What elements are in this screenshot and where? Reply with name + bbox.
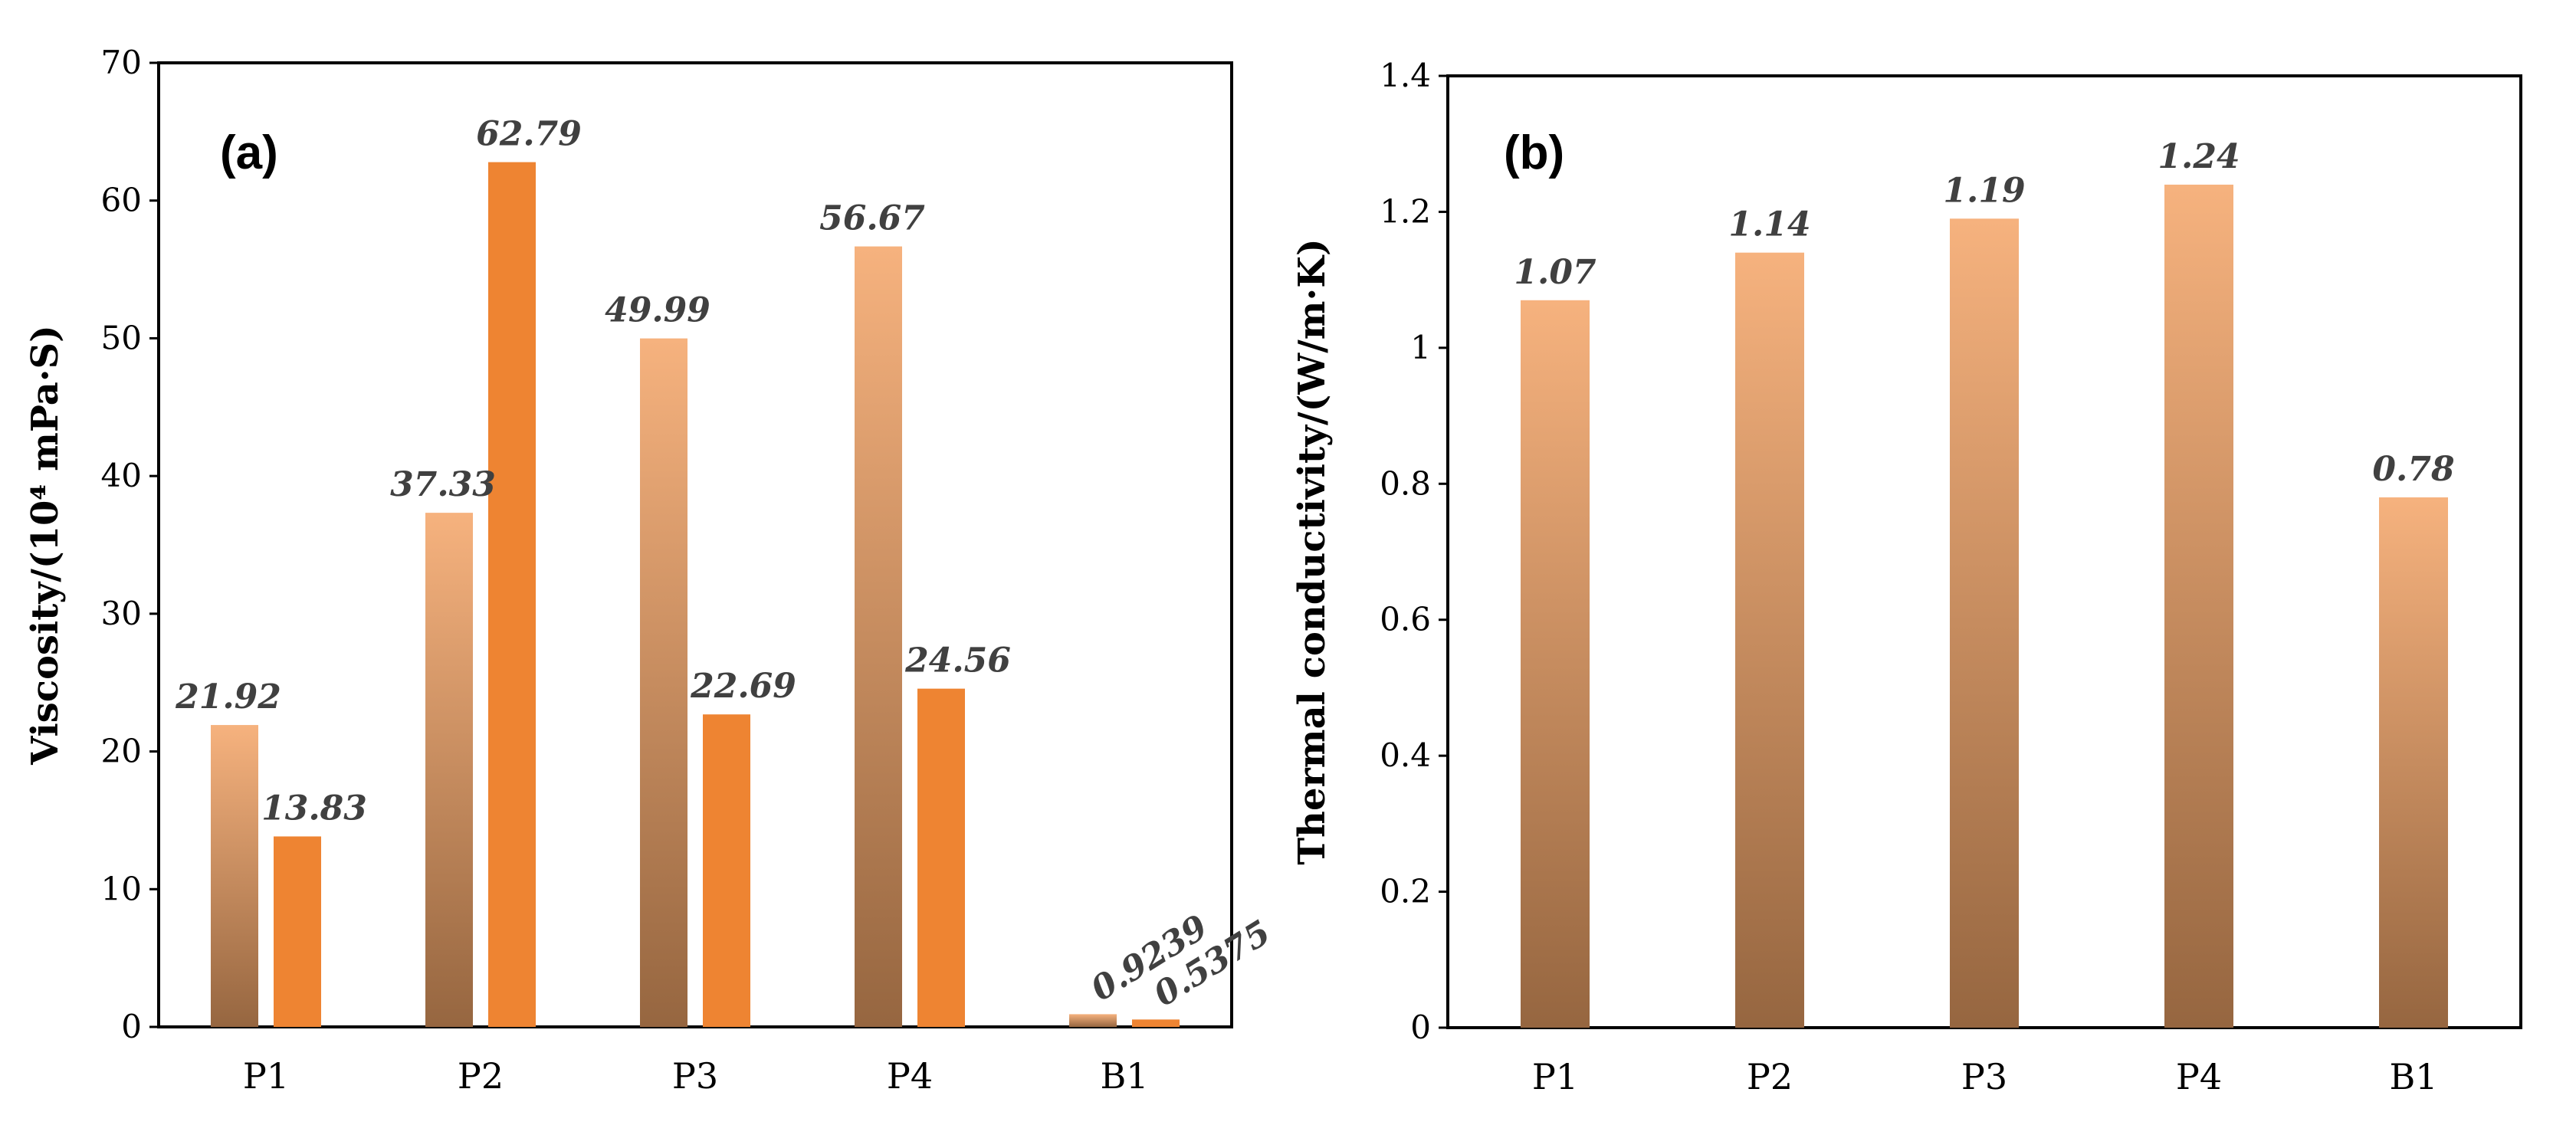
x-axis-categories: P1 P2 P3 P4 B1 <box>243 1055 1149 1097</box>
data-label: 21.92 <box>175 677 281 717</box>
y-tick-label: 0 <box>121 1008 142 1045</box>
bar-series <box>1521 184 2448 1028</box>
data-label: 24.56 <box>904 641 1011 681</box>
data-label: 62.79 <box>476 115 582 154</box>
bar <box>1132 1019 1180 1027</box>
y-tick-label: 40 <box>101 457 142 494</box>
bar <box>640 338 687 1027</box>
y-tick-label: 50 <box>101 319 142 356</box>
data-label: 49.99 <box>605 291 710 330</box>
data-label: 0.78 <box>2372 450 2454 489</box>
bar <box>703 714 750 1027</box>
data-label: 1.07 <box>1514 253 1596 292</box>
bar <box>1950 218 2019 1028</box>
y-tick-label: 20 <box>101 733 142 770</box>
x-category-label: B1 <box>1100 1055 1148 1097</box>
bar <box>1069 1014 1117 1027</box>
plot-frame <box>157 61 1233 1028</box>
y-tick-label: 60 <box>101 182 142 219</box>
x-category-label: P2 <box>458 1055 504 1097</box>
bar <box>2379 497 2448 1028</box>
bar <box>917 688 965 1027</box>
y-axis-ticks: 0 0.2 0.4 0.6 0.8 1 1.2 1.4 <box>1380 57 1448 1046</box>
bar-series <box>211 162 1180 1028</box>
bar <box>1521 300 1590 1028</box>
data-labels: 1.07 1.14 1.19 1.24 0.78 <box>1514 137 2454 489</box>
y-axis-ticks: 0 10 20 30 40 50 60 70 <box>101 44 159 1045</box>
y-tick-label: 30 <box>101 595 142 632</box>
data-label: 1.14 <box>1728 205 1810 244</box>
x-category-label: B1 <box>2389 1056 2437 1097</box>
data-label: 13.83 <box>261 789 367 828</box>
data-label: 56.67 <box>819 199 925 238</box>
y-axis-label: Viscosity/(10⁴ mPa·S) <box>24 325 67 766</box>
bar <box>855 246 902 1027</box>
y-tick-label: 0.6 <box>1380 601 1431 638</box>
bar <box>1735 252 1804 1028</box>
panel-label: (b) <box>1504 126 1564 179</box>
y-axis-label: Thermal conductivity/(W/m·K) <box>1291 238 1334 864</box>
x-category-label: P1 <box>243 1055 289 1097</box>
bar <box>488 162 536 1028</box>
x-category-label: P1 <box>1532 1056 1578 1097</box>
panel-label: (a) <box>220 126 278 179</box>
data-label: 37.33 <box>390 465 496 504</box>
bar <box>211 725 258 1027</box>
y-tick-label: 0.2 <box>1380 873 1431 910</box>
data-label: 1.19 <box>1943 171 2025 210</box>
x-category-label: P4 <box>887 1055 933 1097</box>
data-label: 1.24 <box>2158 137 2240 176</box>
y-tick-label: 0 <box>1410 1009 1431 1046</box>
y-tick-label: 70 <box>101 44 142 81</box>
y-tick-label: 1.2 <box>1380 192 1431 230</box>
y-tick-label: 1.4 <box>1380 57 1431 94</box>
data-label: 22.69 <box>690 667 796 706</box>
x-category-label: P4 <box>2176 1056 2222 1097</box>
thermal-conductivity-chart: 0 0.2 0.4 0.6 0.8 1 1.2 1.4 1.07 1.14 1.19 1.24 0.7… <box>1291 57 2522 1097</box>
y-tick-label: 10 <box>101 870 142 907</box>
x-category-label: P2 <box>1747 1056 1793 1097</box>
x-category-label: P3 <box>672 1055 718 1097</box>
y-tick-label: 1 <box>1410 329 1431 366</box>
bar <box>425 513 473 1027</box>
y-tick-label: 0.4 <box>1380 736 1431 774</box>
x-category-label: P3 <box>1961 1056 2007 1097</box>
x-axis-categories: P1 P2 P3 P4 B1 <box>1532 1056 2438 1097</box>
bar <box>2164 184 2233 1028</box>
bar <box>274 836 321 1027</box>
viscosity-chart: 0 10 20 30 40 50 60 70 21.92 13.83 37.33 62.79 49.9… <box>24 44 1278 1097</box>
y-tick-label: 0.8 <box>1380 464 1431 502</box>
